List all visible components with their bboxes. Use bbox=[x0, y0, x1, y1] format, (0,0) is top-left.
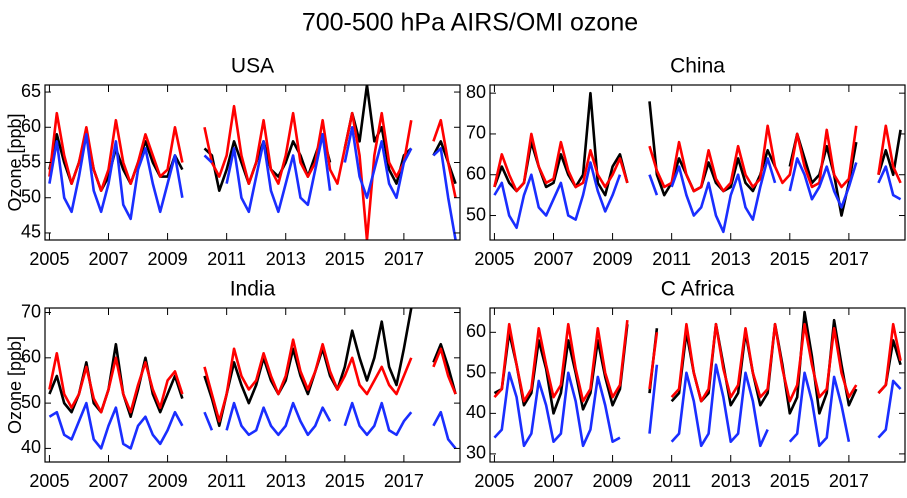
plot-frame bbox=[489, 84, 906, 241]
y-tick-label: 60 bbox=[21, 116, 41, 136]
x-tick-label: 2015 bbox=[770, 471, 810, 491]
x-tick-label: 2007 bbox=[533, 471, 573, 491]
x-tick-label: 2005 bbox=[474, 249, 514, 269]
y-axis-label: Ozone [ppb] bbox=[5, 336, 25, 434]
y-tick-label: 70 bbox=[21, 301, 41, 321]
x-tick-label: 2009 bbox=[593, 249, 633, 269]
x-tick-label: 2015 bbox=[325, 471, 365, 491]
x-tick-label: 2011 bbox=[652, 249, 691, 269]
plot-area bbox=[48, 308, 457, 450]
data-line bbox=[493, 124, 902, 193]
y-tick-label: 50 bbox=[21, 186, 41, 206]
x-tick-label: 2015 bbox=[770, 249, 810, 269]
panel-title: C Africa bbox=[661, 278, 735, 301]
plot-frame bbox=[44, 84, 461, 241]
x-tick-label: 2011 bbox=[207, 249, 246, 269]
y-tick-label: 50 bbox=[466, 362, 486, 382]
x-tick-label: 2017 bbox=[384, 471, 424, 491]
x-tick-label: 2005 bbox=[29, 249, 69, 269]
plot-area bbox=[493, 91, 902, 234]
x-tick-label: 2015 bbox=[325, 249, 365, 269]
plot-frame bbox=[44, 307, 461, 463]
x-tick-label: 2017 bbox=[829, 471, 869, 491]
y-tick-label: 60 bbox=[21, 347, 41, 367]
plot-area bbox=[493, 310, 902, 448]
panel-title: China bbox=[670, 55, 725, 78]
y-tick-label: 65 bbox=[21, 81, 41, 101]
y-tick-label: 50 bbox=[466, 204, 486, 224]
x-tick-label: 2013 bbox=[266, 249, 306, 269]
data-line bbox=[48, 125, 457, 240]
x-tick-label: 2005 bbox=[474, 471, 514, 491]
x-tick-label: 2011 bbox=[652, 471, 691, 491]
data-line bbox=[48, 104, 457, 240]
x-tick-label: 2013 bbox=[711, 249, 751, 269]
y-tick-label: 45 bbox=[21, 222, 41, 242]
y-tick-label: 80 bbox=[466, 82, 486, 102]
y-axis-label: Ozone [ppb] bbox=[5, 113, 25, 211]
y-tick-label: 70 bbox=[466, 123, 486, 143]
figure-title: 700-500 hPa AIRS/OMI ozone bbox=[302, 9, 638, 37]
data-line bbox=[48, 338, 457, 423]
x-tick-label: 2017 bbox=[829, 249, 869, 269]
data-line bbox=[493, 363, 902, 448]
data-line bbox=[48, 401, 457, 450]
x-tick-label: 2007 bbox=[88, 471, 128, 491]
y-tick-label: 55 bbox=[21, 151, 41, 171]
plot-area bbox=[48, 85, 457, 240]
y-tick-label: 40 bbox=[466, 402, 486, 422]
y-tick-label: 60 bbox=[466, 163, 486, 183]
y-tick-label: 40 bbox=[21, 437, 41, 457]
x-tick-label: 2009 bbox=[148, 471, 188, 491]
y-tick-label: 50 bbox=[21, 392, 41, 412]
data-line bbox=[493, 157, 902, 234]
plot-frame bbox=[489, 307, 906, 463]
x-tick-label: 2011 bbox=[207, 471, 246, 491]
x-tick-label: 2017 bbox=[384, 249, 424, 269]
data-line bbox=[493, 91, 902, 217]
x-tick-label: 2007 bbox=[88, 249, 128, 269]
y-tick-label: 60 bbox=[466, 321, 486, 341]
y-tick-label: 30 bbox=[466, 443, 486, 463]
panel-title: USA bbox=[231, 55, 274, 78]
data-line bbox=[48, 308, 457, 428]
x-tick-label: 2005 bbox=[29, 471, 69, 491]
x-tick-label: 2013 bbox=[266, 471, 306, 491]
x-tick-label: 2009 bbox=[148, 249, 188, 269]
x-tick-label: 2007 bbox=[533, 249, 573, 269]
x-tick-label: 2013 bbox=[711, 471, 751, 491]
panel-title: India bbox=[230, 278, 276, 301]
data-line bbox=[493, 320, 902, 403]
x-tick-label: 2009 bbox=[593, 471, 633, 491]
